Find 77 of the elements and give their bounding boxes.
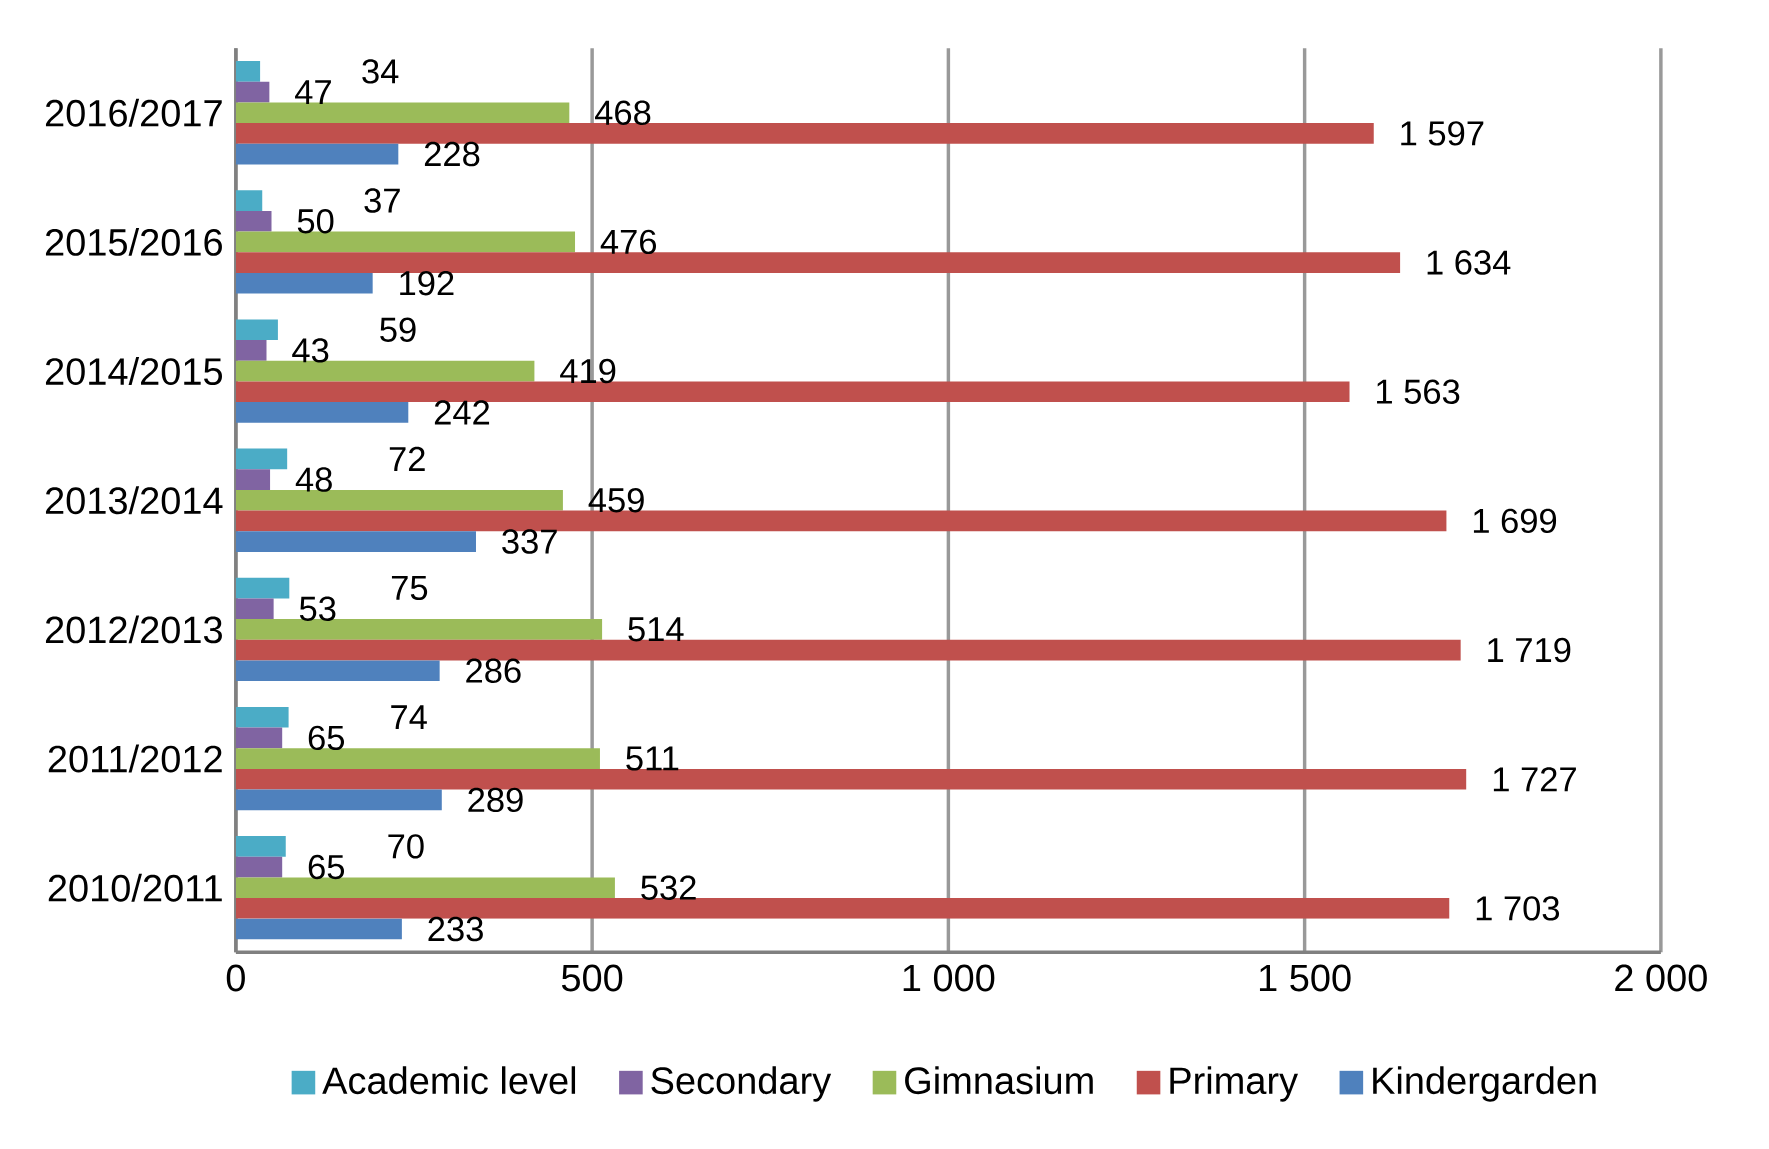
bar xyxy=(235,469,271,490)
data-label: 476 xyxy=(600,229,657,255)
data-label: 70 xyxy=(388,834,424,859)
data-label: 192 xyxy=(400,271,454,296)
y-tick-label: 2011/2012 xyxy=(48,744,222,773)
x-tick-label: 1 500 xyxy=(1259,964,1351,992)
bar xyxy=(235,272,373,294)
x-tick-label: 500 xyxy=(561,964,623,992)
data-label: 1 563 xyxy=(1377,379,1460,405)
legend-label: Secondary xyxy=(651,1066,832,1102)
bar xyxy=(235,61,261,82)
bar xyxy=(235,856,283,878)
data-label: 532 xyxy=(641,875,696,901)
data-label: 1 727 xyxy=(1493,767,1576,792)
data-label: 48 xyxy=(295,467,332,492)
bar xyxy=(235,319,278,341)
bar xyxy=(235,619,603,640)
data-label: 419 xyxy=(560,358,616,384)
bar xyxy=(235,577,290,599)
x-tick-label: 1 000 xyxy=(903,964,995,992)
bar xyxy=(235,748,600,769)
bar xyxy=(235,918,402,940)
data-label: 511 xyxy=(626,746,679,771)
x-tick-label: 0 xyxy=(226,964,245,992)
legend-label: Primary xyxy=(1170,1066,1299,1102)
bar xyxy=(235,402,409,423)
bar xyxy=(235,143,399,165)
y-tick-label: 2010/2011 xyxy=(48,873,222,902)
data-label: 1 597 xyxy=(1401,121,1484,146)
data-label: 289 xyxy=(468,787,523,813)
data-label: 459 xyxy=(588,488,644,513)
legend-label: Kindergarden xyxy=(1373,1066,1596,1102)
data-label: 468 xyxy=(595,100,651,126)
bar xyxy=(235,706,289,728)
bar xyxy=(235,252,1401,273)
data-label: 59 xyxy=(380,317,416,343)
bar xyxy=(235,660,440,682)
data-label: 1 703 xyxy=(1476,896,1560,921)
bar xyxy=(235,789,442,811)
bar xyxy=(235,340,267,361)
data-label: 72 xyxy=(389,446,425,472)
data-label: 53 xyxy=(299,596,336,622)
data-label: 65 xyxy=(308,725,345,751)
bar xyxy=(235,531,476,552)
data-label: 74 xyxy=(391,705,427,730)
data-label: 337 xyxy=(502,529,557,554)
data-label: 43 xyxy=(292,338,329,363)
bar xyxy=(235,210,272,232)
data-label: 1 719 xyxy=(1488,637,1571,663)
data-label: 65 xyxy=(308,854,345,880)
y-tick-label: 2015/2016 xyxy=(45,228,222,256)
legend-label: Gimnasium xyxy=(905,1066,1093,1095)
legend-label: Academic level xyxy=(322,1066,576,1095)
data-label: 242 xyxy=(434,400,490,425)
bar xyxy=(235,190,263,211)
bar xyxy=(235,598,274,620)
y-tick-label: 2016/2017 xyxy=(45,98,222,127)
data-label: 37 xyxy=(364,188,400,213)
y-tick-label: 2014/2015 xyxy=(45,357,222,386)
data-label: 1 699 xyxy=(1473,508,1557,534)
bar xyxy=(235,102,570,124)
data-label: 75 xyxy=(391,576,428,601)
data-label: 1 634 xyxy=(1427,250,1511,275)
data-label: 514 xyxy=(628,617,684,642)
data-label: 50 xyxy=(297,209,334,234)
data-label: 47 xyxy=(295,80,331,105)
x-tick-label: 2 000 xyxy=(1615,964,1707,992)
data-label: 34 xyxy=(362,59,399,84)
data-label: 233 xyxy=(428,916,483,942)
y-tick-label: 2013/2014 xyxy=(45,486,223,515)
data-label: 286 xyxy=(466,658,521,684)
bar xyxy=(235,448,288,470)
bar xyxy=(235,836,286,857)
bar xyxy=(235,81,270,103)
data-label: 228 xyxy=(424,141,480,167)
y-tick-label: 2012/2013 xyxy=(45,615,222,644)
bar xyxy=(235,727,283,749)
